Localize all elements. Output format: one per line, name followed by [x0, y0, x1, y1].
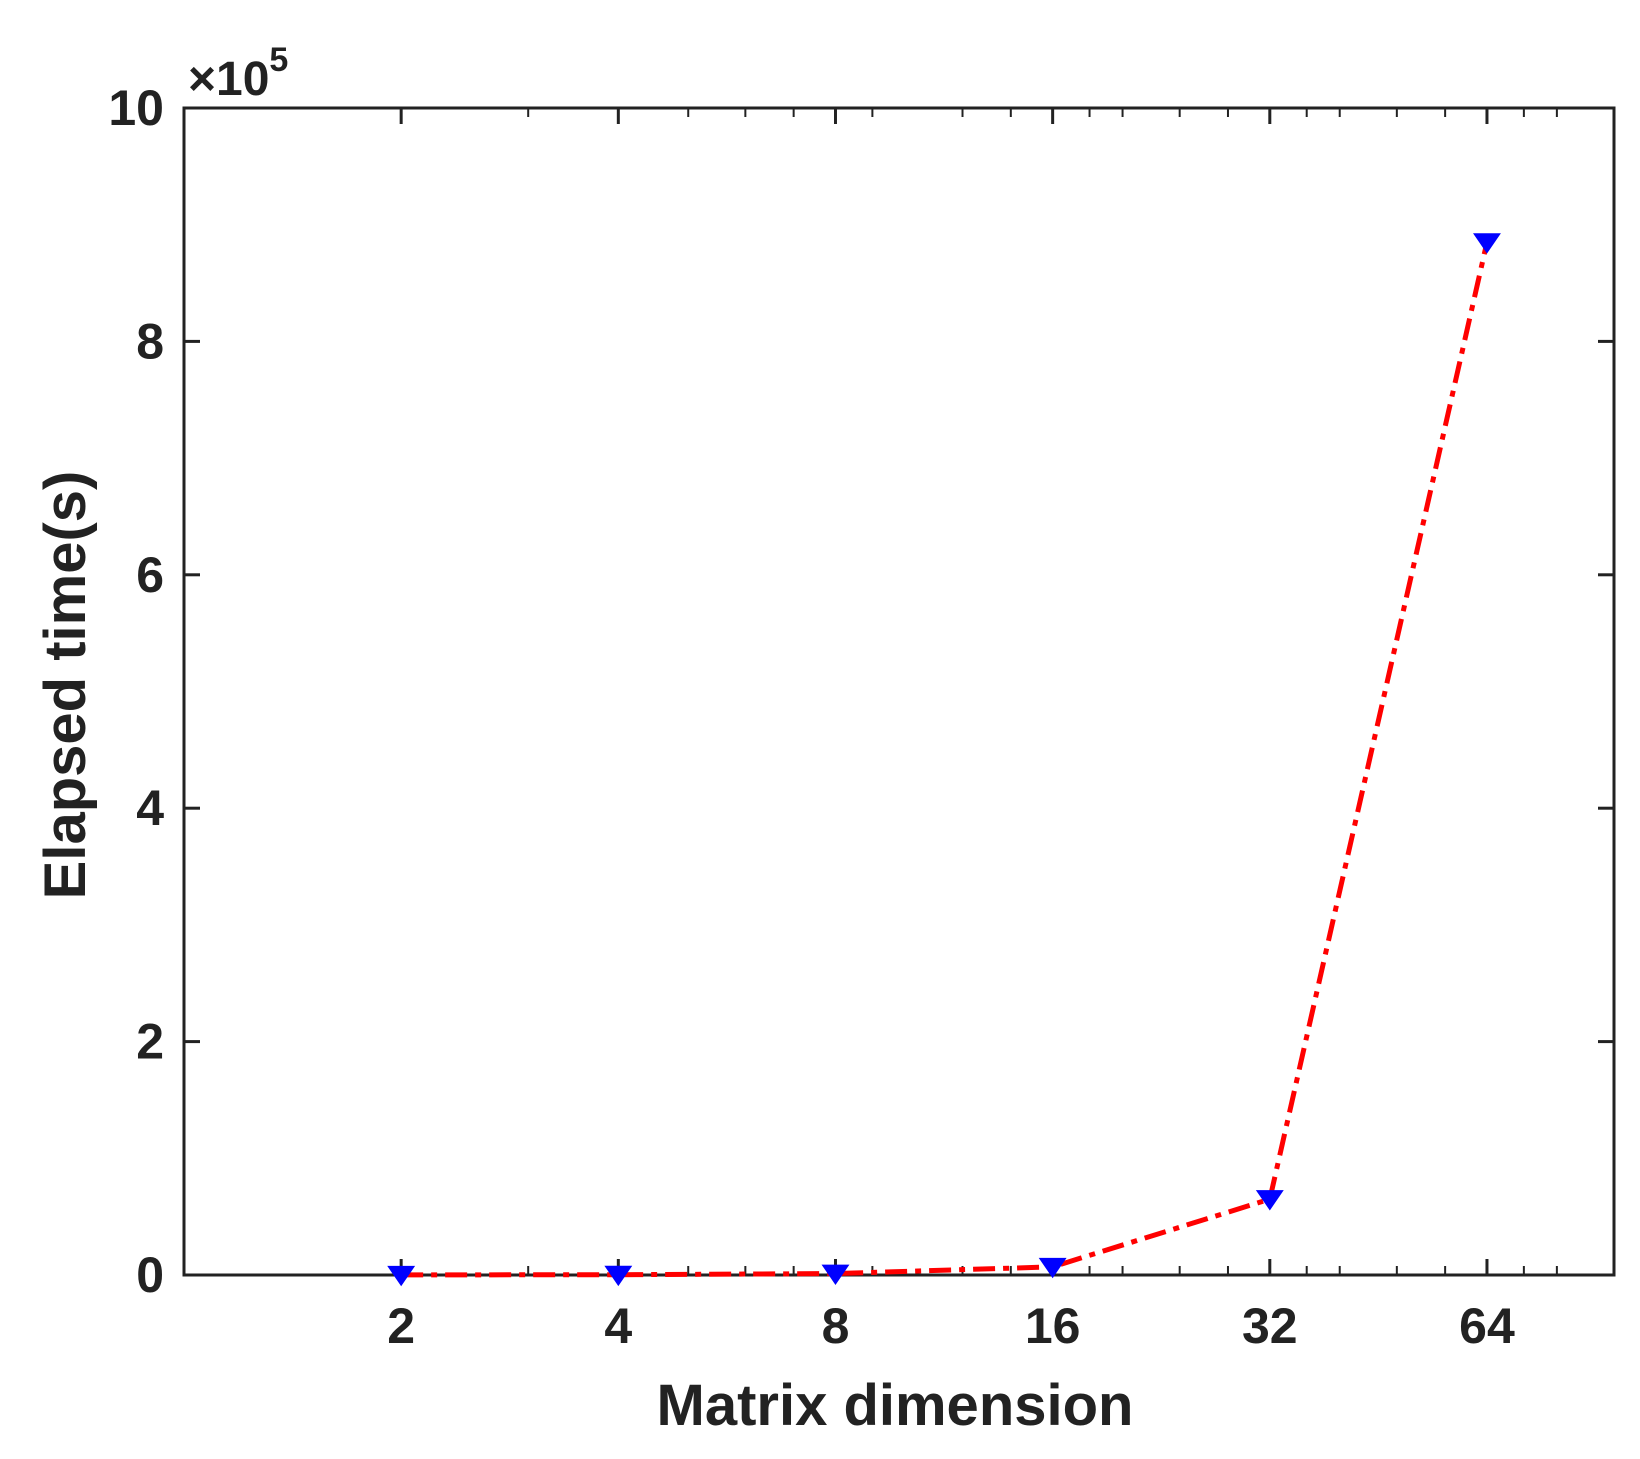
x-tick-label: 4: [604, 1298, 632, 1354]
x-tick-label: 16: [1025, 1298, 1081, 1354]
y-exponent-power: 5: [269, 41, 288, 79]
axes: [182, 106, 1616, 1277]
x-axis-label: Matrix dimension: [657, 1373, 1134, 1438]
data-point-marker: [1038, 1257, 1067, 1279]
data-point-marker: [387, 1265, 416, 1287]
x-tick-label: 32: [1242, 1298, 1298, 1354]
y-tick-label: 6: [136, 547, 164, 603]
y-axis-label: Elapsed time(s): [33, 471, 98, 900]
y-tick-label: 10: [108, 80, 164, 136]
y-exponent-label: ×105: [188, 41, 288, 106]
data-point-marker: [821, 1264, 850, 1285]
y-tick-label: 8: [136, 313, 164, 369]
series-line: [401, 241, 1490, 1278]
series: [387, 233, 1501, 1287]
x-tick-label: 2: [387, 1298, 415, 1354]
y-exponent-base: ×10: [188, 53, 269, 106]
y-tick-label: 2: [136, 1014, 164, 1070]
data-point-marker: [1255, 1190, 1284, 1211]
ticks: [184, 106, 1614, 1277]
labels: 0 2 4 6 8 10 2 4 8 16 32 64: [108, 80, 1515, 1354]
data-point-marker: [604, 1265, 633, 1287]
y-tick-label: 0: [136, 1247, 164, 1303]
x-tick-label: 64: [1459, 1298, 1515, 1354]
plot-frame: [182, 106, 1616, 1277]
x-tick-label: 8: [822, 1298, 850, 1354]
y-tick-label: 4: [136, 780, 164, 836]
data-point-marker: [1473, 233, 1501, 254]
